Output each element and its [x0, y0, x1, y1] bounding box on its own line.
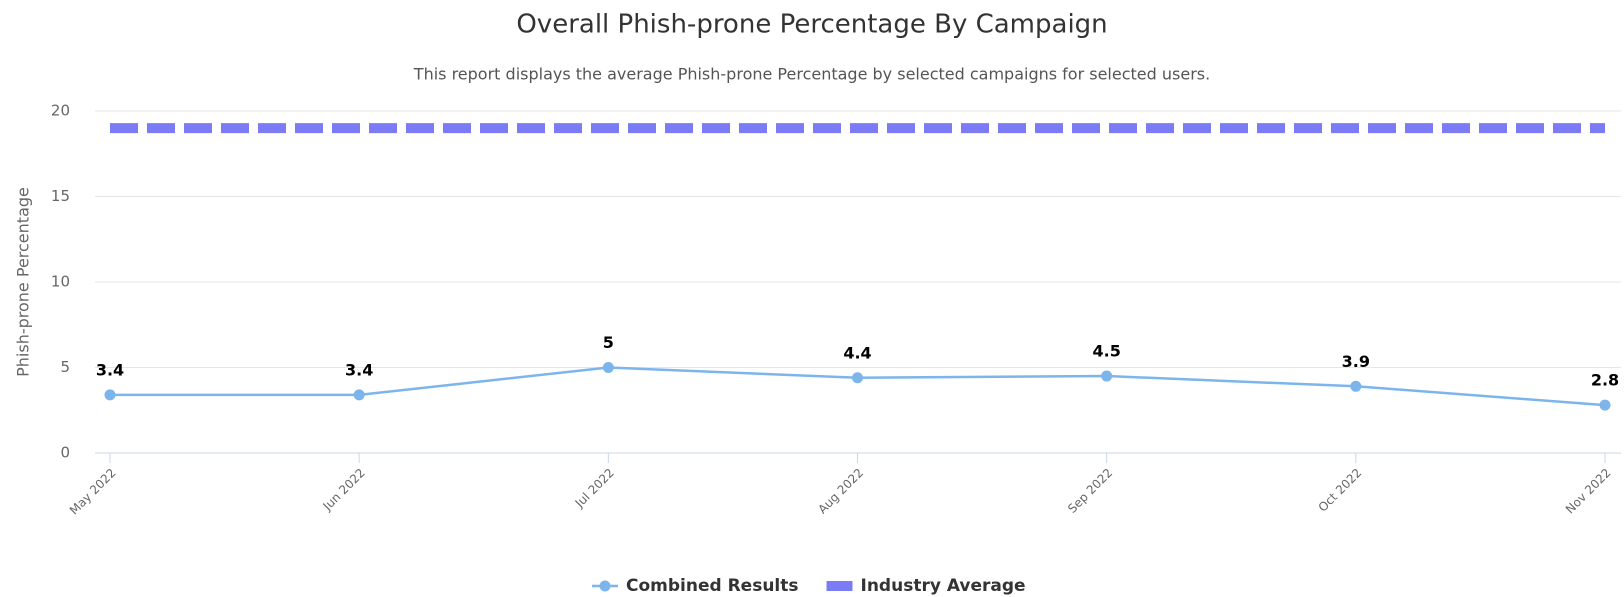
x-tick-label: Jul 2022: [572, 466, 617, 511]
y-tick-label: 20: [51, 102, 70, 120]
data-label: 3.9: [1342, 352, 1370, 371]
data-label: 3.4: [96, 360, 124, 379]
data-label: 2.8: [1591, 371, 1619, 390]
x-tick-label: Jun 2022: [320, 466, 368, 514]
data-label: 4.4: [843, 343, 871, 362]
chart-subtitle: This report displays the average Phish-p…: [413, 65, 1210, 84]
y-axis-label: Phish-prone Percentage: [14, 187, 33, 377]
data-label: 5: [603, 333, 614, 352]
legend-label: Industry Average: [861, 576, 1026, 596]
x-tick-label: Nov 2022: [1563, 466, 1614, 517]
data-point: [1599, 399, 1611, 411]
data-point: [1101, 370, 1113, 382]
x-tick-label: Sep 2022: [1065, 466, 1115, 516]
x-tick-label: Oct 2022: [1316, 466, 1365, 515]
data-label: 3.4: [345, 360, 373, 379]
data-point: [852, 372, 863, 384]
data-point: [353, 389, 365, 401]
legend-symbol: [599, 580, 611, 592]
y-tick-label: 10: [51, 273, 70, 291]
legend-label: Combined Results: [626, 576, 799, 596]
y-tick-label: 0: [60, 444, 70, 462]
chart-title: Overall Phish-prone Percentage By Campai…: [516, 10, 1107, 40]
y-tick-label: 5: [60, 358, 70, 376]
x-tick-label: May 2022: [67, 466, 119, 518]
x-tick-label: Aug 2022: [815, 466, 866, 517]
data-point: [104, 389, 116, 401]
data-point: [1350, 380, 1362, 392]
legend-symbol: [826, 581, 853, 591]
y-tick-label: 15: [51, 187, 70, 205]
data-label: 4.5: [1092, 342, 1120, 361]
data-point: [602, 362, 614, 373]
